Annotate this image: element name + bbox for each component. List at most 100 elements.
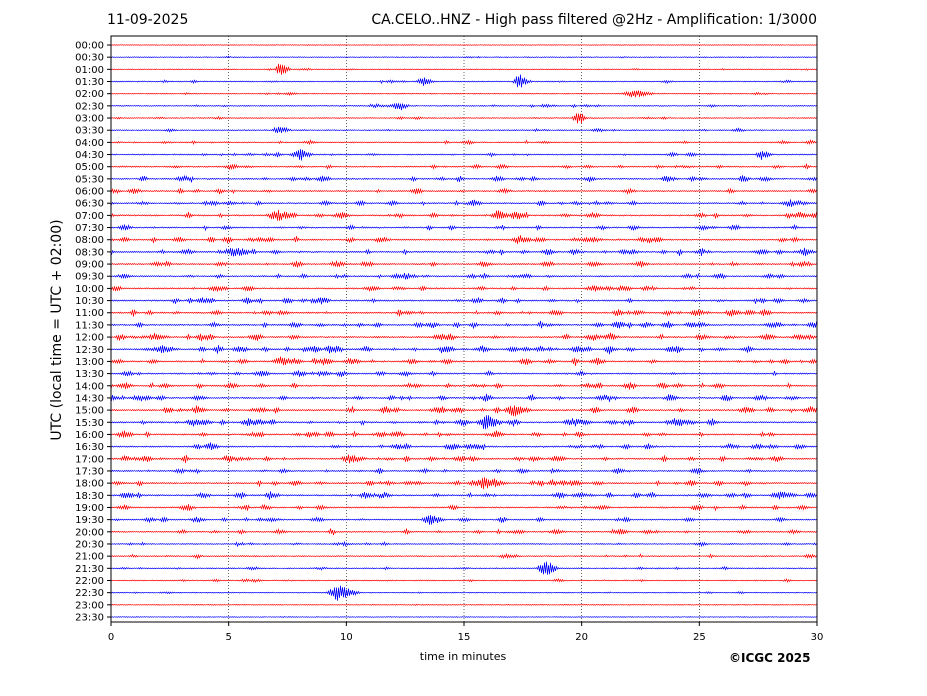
y-tick-label: 19:30 <box>75 515 104 526</box>
y-tick-label: 07:00 <box>75 211 104 222</box>
y-tick-label: 06:30 <box>75 199 104 210</box>
y-tick-label: 18:00 <box>75 479 104 490</box>
trace-row-1030 <box>110 297 817 305</box>
y-tick-label: 03:30 <box>75 126 104 137</box>
y-tick-label: 12:00 <box>75 333 104 344</box>
y-tick-label: 08:30 <box>75 247 104 258</box>
y-tick-label: 00:30 <box>75 53 104 64</box>
trace-row-1430 <box>110 393 817 402</box>
trace-row-1730 <box>110 467 817 475</box>
trace-row-0830 <box>110 247 817 257</box>
trace-row-0630 <box>110 199 817 207</box>
y-tick-label: 15:00 <box>75 406 104 417</box>
x-tick-label: 0 <box>108 632 114 643</box>
trace-row-0300 <box>110 113 817 124</box>
trace-row-2030 <box>110 540 817 548</box>
y-tick-label: 01:30 <box>75 77 104 88</box>
y-tick-label: 03:00 <box>75 114 104 125</box>
y-tick-label: 21:00 <box>75 552 104 563</box>
y-tick-label: 12:30 <box>75 345 104 356</box>
trace-row-1700 <box>110 454 817 464</box>
y-tick-label: 04:00 <box>75 138 104 149</box>
trace-row-0530 <box>110 175 817 183</box>
x-tick-label: 10 <box>340 632 353 643</box>
y-tick-label: 14:30 <box>75 393 104 404</box>
plot-title: CA.CELO..HNZ - High pass filtered @2Hz -… <box>371 12 817 28</box>
y-tick-label: 23:00 <box>75 600 104 611</box>
trace-row-0700 <box>110 209 817 221</box>
trace-row-0200 <box>110 90 817 98</box>
y-tick-label: 09:00 <box>75 260 104 271</box>
trace-row-2000 <box>110 527 817 536</box>
y-tick-label: 11:30 <box>75 320 104 331</box>
trace-row-1800 <box>110 477 817 490</box>
y-tick-label: 13:30 <box>75 369 104 380</box>
y-tick-label: 15:30 <box>75 418 104 429</box>
trace-row-2330 <box>110 616 817 618</box>
trace-row-0400 <box>110 138 817 146</box>
trace-row-1230 <box>110 345 817 355</box>
trace-row-1930 <box>110 515 817 525</box>
trace-row-0730 <box>110 223 817 232</box>
trace-row-1600 <box>110 430 817 439</box>
x-tick-label: 25 <box>693 632 706 643</box>
y-tick-label: 20:00 <box>75 527 104 538</box>
y-axis-label: UTC (local time = UTC + 02:00) <box>49 219 65 441</box>
trace-row-1530 <box>110 415 817 430</box>
grid-lines <box>228 36 700 622</box>
trace-row-0430 <box>110 149 817 161</box>
trace-row-0900 <box>110 260 817 268</box>
y-tick-label: 08:00 <box>75 235 104 246</box>
y-tick-label: 20:30 <box>75 539 104 550</box>
trace-row-0330 <box>110 126 817 134</box>
seismic-traces <box>110 44 817 618</box>
y-tick-label: 00:00 <box>75 41 104 52</box>
y-tick-label: 02:00 <box>75 89 104 100</box>
y-tick-label: 16:30 <box>75 442 104 453</box>
x-axis-label: time in minutes <box>419 650 507 663</box>
y-tick-label: 06:00 <box>75 187 104 198</box>
x-axis-ticks: 0 5 10 15 20 25 30 <box>108 622 824 643</box>
trace-row-0600 <box>110 187 817 195</box>
y-tick-label: 18:30 <box>75 491 104 502</box>
y-tick-label: 13:00 <box>75 357 104 368</box>
trace-row-0230 <box>110 102 817 111</box>
y-tick-label: 22:30 <box>75 588 104 599</box>
y-tick-label: 10:00 <box>75 284 104 295</box>
y-tick-label: 07:30 <box>75 223 104 234</box>
trace-row-1000 <box>110 284 817 293</box>
y-tick-label: 10:30 <box>75 296 104 307</box>
y-tick-label: 21:30 <box>75 564 104 575</box>
copyright-notice: ©ICGC 2025 <box>729 651 811 665</box>
trace-row-1130 <box>110 320 817 329</box>
trace-row-2130 <box>110 561 817 575</box>
y-tick-label: 22:00 <box>75 576 104 587</box>
trace-row-1100 <box>110 309 817 317</box>
y-tick-label: 23:30 <box>75 612 104 623</box>
x-tick-label: 30 <box>811 632 824 643</box>
y-tick-label: 02:30 <box>75 101 104 112</box>
trace-row-2300 <box>110 603 817 606</box>
y-tick-label: 14:00 <box>75 381 104 392</box>
trace-row-0800 <box>110 235 817 244</box>
y-tick-label: 05:30 <box>75 174 104 185</box>
x-tick-label: 20 <box>575 632 588 643</box>
y-tick-label: 01:00 <box>75 65 104 76</box>
trace-row-1630 <box>110 442 817 451</box>
trace-row-0130 <box>110 74 817 88</box>
y-tick-label: 17:00 <box>75 454 104 465</box>
plot-date: 11-09-2025 <box>107 12 189 28</box>
trace-row-2100 <box>110 552 817 560</box>
y-tick-label: 16:00 <box>75 430 104 441</box>
trace-row-1400 <box>110 381 817 390</box>
x-tick-label: 5 <box>225 632 231 643</box>
trace-row-0930 <box>110 272 817 280</box>
y-tick-label: 19:00 <box>75 503 104 514</box>
trace-row-0100 <box>110 63 817 75</box>
trace-row-1900 <box>110 503 817 512</box>
trace-row-0030 <box>110 55 817 59</box>
trace-row-1200 <box>110 332 817 342</box>
y-tick-label: 17:30 <box>75 466 104 477</box>
